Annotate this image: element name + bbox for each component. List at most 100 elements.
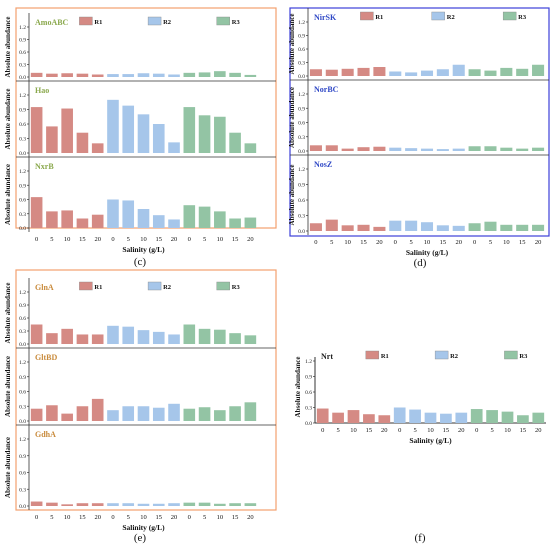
y-tick-label: 0.9 [19, 375, 26, 381]
bar-Nrt-9 [455, 412, 468, 423]
y-tick-label: 0.0 [19, 342, 26, 348]
bar-GltBD-12 [214, 410, 226, 421]
x-tick-label: 15 [443, 427, 450, 434]
bar-AmoABC-0 [30, 72, 43, 77]
subplot-label: GdhA [35, 430, 56, 439]
y-axis-title: Absolute abundance [4, 283, 12, 344]
bar-Hao-13 [229, 132, 241, 153]
y-tick-label: 0.0 [19, 419, 26, 425]
subplot-NxrB: 0.0 0.3 0.6 0.9 1.2 NxrB [16, 156, 276, 232]
subplot-label: Nrt [321, 352, 333, 361]
bar-NxrB-8 [152, 215, 165, 228]
y-tick-label: 0.6 [19, 122, 26, 128]
bar-Hao-3 [76, 132, 89, 153]
bar-Hao-7 [137, 114, 150, 153]
y-tick-label: 0.6 [305, 390, 312, 396]
bar-GlnA-5 [107, 325, 119, 344]
bar-Nrt-0 [316, 408, 329, 423]
bar-Hao-11 [198, 115, 211, 153]
y-tick-label: 0.3 [19, 137, 26, 143]
bar-AmoABC-12 [214, 71, 226, 77]
bar-NorBC-0 [309, 145, 322, 151]
y-axis-title: Absolute abundance [4, 89, 12, 150]
y-tick-label: 0.0 [298, 74, 305, 80]
y-tick-label: 1.2 [19, 93, 26, 99]
bar-NxrB-9 [168, 219, 180, 228]
x-tick-label: 20 [171, 236, 178, 243]
bar-Nrt-13 [517, 415, 529, 423]
bar-NirSK-13 [516, 68, 529, 76]
bar-Nrt-14 [532, 412, 545, 423]
bar-GdhA-9 [168, 503, 180, 506]
bar-GdhA-11 [198, 502, 211, 506]
legend-label-R1: R1 [375, 14, 383, 21]
bar-Hao-12 [214, 116, 226, 153]
bar-GdhA-13 [229, 503, 241, 506]
y-tick-label: 0.0 [298, 149, 305, 155]
bar-Hao-6 [122, 105, 135, 153]
bar-AmoABC-6 [122, 74, 135, 77]
x-tick-label: 15 [232, 514, 239, 521]
bar-Hao-0 [30, 107, 43, 153]
bar-NosZ-14 [532, 224, 545, 231]
bar-NosZ-5 [389, 220, 402, 231]
y-tick-label: 0.9 [19, 108, 26, 114]
x-tick-label: 10 [427, 427, 434, 434]
bar-GltBD-13 [229, 406, 241, 421]
legend-swatch-R1 [79, 16, 93, 26]
x-tick-label: 5 [50, 236, 53, 243]
bar-NorBC-1 [325, 145, 338, 151]
y-tick-label: 1.2 [19, 290, 26, 296]
legend-label-R3: R3 [232, 284, 241, 291]
chart-panel-c: 0.0 0.3 0.6 0.9 1.2 AmoABC R1 R2 R3 0.0 0.3 0.6 0.9 1… [4, 7, 277, 268]
y-tick-label: 1.2 [19, 360, 26, 366]
y-tick-label: 0.0 [305, 421, 312, 427]
y-tick-label: 0.3 [298, 214, 305, 220]
bar-NxrB-3 [76, 218, 89, 228]
subplot-label: NxrB [35, 162, 54, 171]
legend-swatch-R3 [216, 16, 230, 26]
y-tick-label: 1.2 [19, 25, 26, 31]
bar-NosZ-0 [309, 223, 322, 231]
x-tick-label: 0 [398, 427, 401, 434]
legend-label-R2: R2 [163, 284, 171, 291]
y-tick-label: 0.6 [298, 47, 305, 53]
bar-NxrB-6 [122, 200, 135, 228]
bar-GdhA-0 [30, 501, 43, 506]
subplot-Hao: 0.0 0.3 0.6 0.9 1.2 Hao [16, 80, 276, 157]
bar-NorBC-12 [500, 147, 513, 151]
y-axis-title: Absolute abundance [4, 356, 12, 417]
x-tick-label: 10 [140, 514, 147, 521]
legend-swatch-R1 [360, 11, 374, 21]
x-tick-label: 10 [344, 239, 351, 246]
x-tick-label: 0 [321, 427, 324, 434]
bar-GlnA-14 [244, 335, 257, 344]
x-tick-label: 10 [504, 427, 511, 434]
bar-GltBD-1 [46, 405, 58, 421]
x-tick-label: 5 [490, 427, 493, 434]
x-tick-label: 10 [217, 514, 224, 521]
bar-NosZ-2 [341, 225, 354, 231]
x-tick-label: 20 [247, 236, 254, 243]
bar-Nrt-3 [363, 414, 375, 423]
bar-NirSK-8 [436, 69, 449, 76]
bar-AmoABC-8 [152, 73, 165, 77]
x-tick-label: 10 [503, 239, 510, 246]
x-tick-label: 5 [410, 239, 413, 246]
bar-NirSK-7 [420, 70, 434, 76]
x-tick-label: 5 [203, 236, 206, 243]
bar-Hao-4 [91, 143, 104, 153]
bar-NxrB-11 [198, 206, 211, 228]
bar-GdhA-12 [214, 503, 226, 506]
subplot-label: AmoABC [35, 18, 69, 27]
bar-NorBC-13 [516, 148, 529, 151]
bar-NirSK-3 [357, 67, 370, 76]
subplot-AmoABC: 0.0 0.3 0.6 0.9 1.2 AmoABC R1 R2 R3 [19, 13, 257, 81]
bar-Hao-5 [107, 99, 119, 153]
bar-GlnA-9 [168, 334, 180, 344]
bar-GltBD-10 [183, 408, 196, 421]
bar-Nrt-6 [409, 409, 421, 423]
y-tick-label: 0.6 [19, 390, 26, 396]
x-tick-label: 10 [64, 514, 71, 521]
x-tick-label: 5 [413, 427, 416, 434]
